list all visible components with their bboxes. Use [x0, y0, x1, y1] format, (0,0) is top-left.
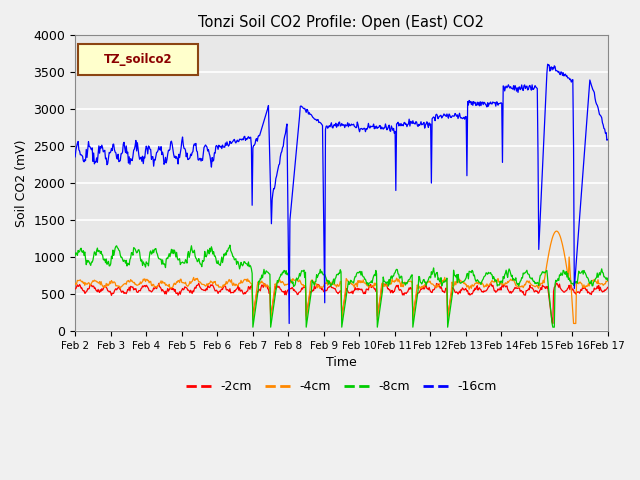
- Title: Tonzi Soil CO2 Profile: Open (East) CO2: Tonzi Soil CO2 Profile: Open (East) CO2: [198, 15, 484, 30]
- Text: TZ_soilco2: TZ_soilco2: [104, 53, 172, 66]
- Legend: -2cm, -4cm, -8cm, -16cm: -2cm, -4cm, -8cm, -16cm: [180, 375, 502, 398]
- Y-axis label: Soil CO2 (mV): Soil CO2 (mV): [15, 139, 28, 227]
- FancyBboxPatch shape: [78, 44, 198, 75]
- X-axis label: Time: Time: [326, 356, 356, 369]
